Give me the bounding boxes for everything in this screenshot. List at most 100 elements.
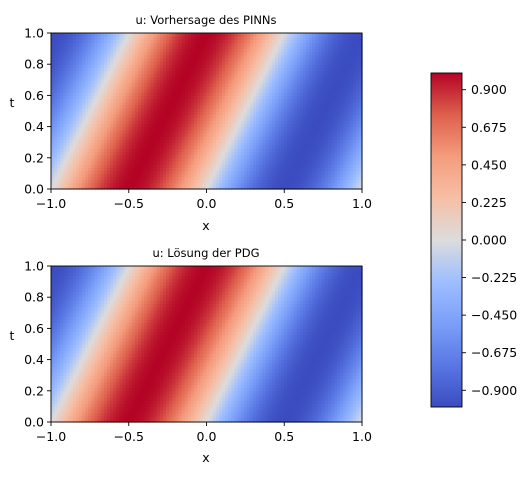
heatmap-cell [296, 129, 301, 134]
heatmap-cell [274, 95, 279, 100]
heatmap-cell [51, 48, 55, 53]
heatmap-cell [116, 92, 121, 96]
heatmap-cell [262, 148, 267, 153]
heatmap-cell [97, 101, 102, 106]
heatmap-cell [169, 145, 173, 150]
heatmap-cell [106, 57, 111, 62]
heatmap-cell [141, 48, 145, 53]
heatmap-cell [355, 86, 360, 90]
heatmap-cell [284, 151, 288, 156]
heatmap-cell [228, 92, 232, 96]
heatmap-cell [358, 170, 363, 174]
heatmap-cell [256, 104, 260, 109]
heatmap-cell [110, 132, 114, 137]
heatmap-cell [209, 151, 214, 156]
heatmap-cell [290, 145, 295, 150]
heatmap-cell [113, 157, 117, 162]
heatmap-cell [66, 167, 71, 171]
heatmap-cell [184, 132, 189, 137]
heatmap-cell [187, 117, 192, 121]
heatmap-cell [340, 179, 344, 184]
heatmap-cell [296, 170, 301, 174]
heatmap-cell [131, 176, 136, 181]
heatmap-cell [346, 98, 351, 103]
heatmap-cell [60, 107, 65, 112]
heatmap-cell [334, 48, 338, 53]
heatmap-cell [150, 139, 155, 143]
heatmap-cell [318, 114, 323, 118]
heatmap-cell [119, 70, 124, 75]
heatmap-cell [144, 64, 149, 68]
heatmap-cell [97, 54, 102, 59]
heatmap-cell [153, 107, 158, 112]
heatmap-cell [281, 104, 285, 109]
heatmap-cell [134, 76, 139, 81]
heatmap-cell [197, 179, 201, 184]
heatmap-cell [337, 61, 341, 65]
heatmap-cell [119, 101, 124, 106]
heatmap-cell [290, 179, 295, 184]
heatmap-cell [306, 167, 310, 171]
heatmap-cell [355, 54, 360, 59]
heatmap-cell [206, 176, 211, 181]
heatmap-cell [299, 132, 304, 137]
heatmap-cell [169, 120, 173, 125]
heatmap-cell [262, 117, 267, 121]
heatmap-cell [85, 101, 89, 106]
heatmap-cell [218, 61, 223, 65]
heatmap-cell [318, 154, 323, 159]
heatmap-cell [253, 135, 257, 140]
heatmap-cell [312, 182, 316, 187]
heatmap-cell [330, 61, 335, 65]
heatmap-cell [175, 67, 180, 72]
heatmap-cell [181, 148, 186, 153]
heatmap-cell [141, 67, 145, 72]
heatmap-cell [256, 107, 260, 112]
heatmap-cell [125, 182, 130, 187]
heatmap-cell [100, 135, 105, 140]
heatmap-cell [162, 70, 167, 75]
heatmap-cell [222, 120, 226, 125]
heatmap-cell [88, 76, 93, 81]
heatmap-cell [106, 73, 111, 78]
heatmap-cell [271, 120, 276, 125]
heatmap-cell [215, 79, 220, 84]
heatmap-cell [290, 73, 295, 78]
heatmap-cell [253, 107, 257, 112]
heatmap-cell [169, 54, 173, 59]
heatmap-cell [312, 51, 316, 56]
heatmap-cell [91, 39, 96, 43]
heatmap-cell [131, 82, 136, 87]
heatmap-cell [281, 64, 285, 68]
heatmap-cell [237, 135, 242, 140]
heatmap-cell [184, 92, 189, 96]
heatmap-cell [246, 148, 251, 153]
heatmap-cell [234, 104, 239, 109]
heatmap-cell [343, 182, 348, 187]
heatmap-cell [88, 179, 93, 184]
heatmap-cell [358, 48, 363, 53]
heatmap-cell [60, 101, 65, 106]
heatmap-cell [194, 157, 198, 162]
heatmap-cell [315, 95, 320, 100]
heatmap-cell [187, 151, 192, 156]
heatmap-cell [228, 123, 232, 128]
heatmap-cell [128, 167, 133, 171]
heatmap-cell [209, 139, 214, 143]
heatmap-cell [178, 107, 183, 112]
heatmap-cell [346, 185, 351, 190]
heatmap-cell [97, 135, 102, 140]
heatmap-cell [256, 145, 260, 150]
heatmap-cell [315, 101, 320, 106]
heatmap-cell [234, 42, 239, 47]
heatmap-cell [172, 154, 176, 159]
heatmap-cell [103, 89, 108, 93]
heatmap-cell [200, 170, 204, 174]
heatmap-cell [94, 89, 99, 93]
heatmap-cell [169, 104, 173, 109]
heatmap-cell [228, 145, 232, 150]
heatmap-cell [346, 164, 351, 168]
heatmap-cell [330, 129, 335, 134]
heatmap-cell [265, 179, 270, 184]
heatmap-cell [321, 95, 326, 100]
